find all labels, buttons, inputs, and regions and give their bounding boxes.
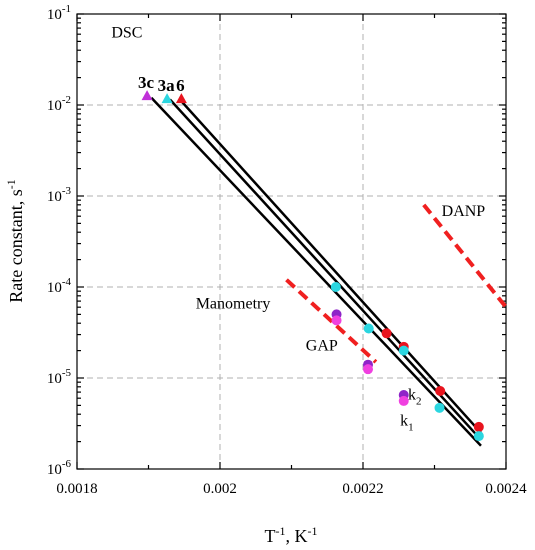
dsc-triangle-marker	[161, 93, 173, 104]
fit-line	[180, 100, 482, 434]
annotation-label: k2	[408, 387, 422, 408]
annotation-label: GAP	[306, 338, 338, 355]
data-point	[434, 402, 445, 413]
y-tick-label: 10-1	[47, 3, 71, 23]
data-point	[398, 395, 409, 406]
x-tick-label: 0.0024	[485, 481, 527, 497]
y-tick-label: 10-5	[47, 367, 72, 387]
annotation-label: DSC	[111, 25, 142, 42]
annotations: 3c 3a 6 DSC DANP Manometry GAP k2 k1	[111, 25, 485, 434]
y-tick-label: 10-4	[47, 276, 72, 296]
data-point	[473, 431, 484, 442]
data-point	[381, 328, 392, 339]
fit-line	[169, 98, 482, 441]
x-axis-label: T-1, K-1	[265, 524, 318, 546]
data-point	[473, 421, 484, 432]
dashed-reference-line	[285, 278, 378, 364]
tick-labels: 0.0018 0.002 0.0022 0.0024 10-6 10-5 10-4 10-3 1…	[47, 3, 527, 497]
dsc-marker-label: 6	[176, 76, 185, 95]
dsc-marker-label: 3c	[138, 73, 155, 92]
x-tick-label: 0.002	[203, 481, 237, 497]
data-point	[398, 345, 409, 356]
dashed-reference-line	[422, 203, 508, 309]
annotation-label: k1	[400, 413, 414, 434]
dsc-triangle-marker	[175, 93, 187, 104]
y-tick-label: 10-3	[47, 185, 72, 205]
annotation-label: DANP	[442, 203, 486, 220]
y-tick-label: 10-6	[47, 458, 72, 478]
x-tick-label: 0.0018	[56, 481, 97, 497]
dsc-markers	[141, 90, 187, 104]
dashed-lines	[285, 203, 508, 364]
y-tick-label: 10-2	[47, 94, 71, 114]
data-point	[363, 364, 374, 375]
dsc-triangle-marker	[141, 90, 153, 101]
data-point	[330, 282, 341, 292]
data-point	[331, 315, 342, 326]
data-point	[363, 323, 374, 334]
x-tick-label: 0.0022	[342, 481, 383, 497]
y-axis-label: Rate constant, s-1	[4, 179, 26, 302]
fit-lines	[150, 96, 482, 447]
dsc-marker-label: 3a	[158, 76, 176, 95]
data-point	[435, 385, 446, 396]
annotation-label: Manometry	[196, 296, 271, 313]
axis-ticks	[76, 13, 507, 470]
fit-line	[150, 96, 482, 447]
data-points	[330, 282, 484, 442]
